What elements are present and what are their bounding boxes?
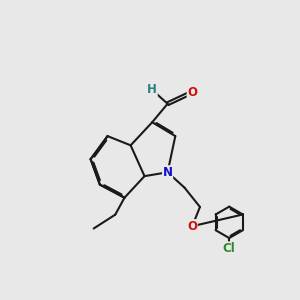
Text: O: O <box>187 220 197 233</box>
Text: Cl: Cl <box>223 242 236 255</box>
Text: O: O <box>187 86 197 99</box>
Text: H: H <box>147 83 157 96</box>
Text: N: N <box>163 166 172 179</box>
